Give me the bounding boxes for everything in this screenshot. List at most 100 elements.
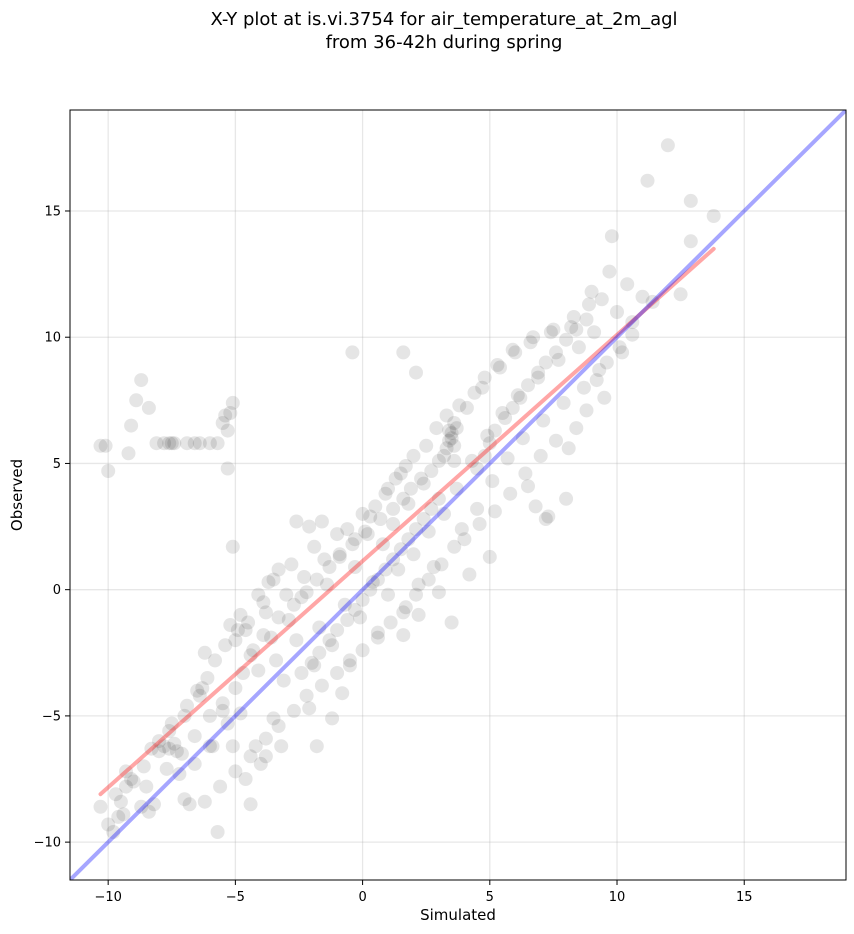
scatter-point: [111, 809, 126, 824]
y-axis-label: Observed: [8, 459, 26, 531]
scatter-point: [225, 539, 240, 554]
scatter-point: [625, 327, 640, 342]
scatter-point: [528, 499, 543, 514]
scatter-point: [602, 264, 617, 279]
scatter-point: [472, 517, 487, 531]
chart-title-line-1: X-Y plot at is.vi.3754 for air_temperatu…: [210, 9, 677, 30]
scatter-point: [447, 539, 462, 554]
scatter-point: [437, 448, 451, 463]
scatter-point: [215, 703, 230, 718]
scatter-point: [126, 774, 141, 789]
scatter-point: [172, 767, 187, 781]
scatter-point: [320, 577, 334, 592]
scatter-point: [454, 522, 469, 537]
fit-lines: [70, 110, 846, 880]
grid: [70, 110, 846, 880]
scatter-point: [256, 595, 271, 610]
scatter-point: [424, 501, 439, 516]
scatter-point: [134, 373, 149, 388]
scatter-point: [398, 600, 413, 615]
scatter-point: [157, 436, 172, 451]
scatter-point: [330, 527, 345, 542]
scatter-point: [541, 509, 556, 524]
scatter-point: [220, 461, 235, 476]
scatter-point: [314, 678, 329, 693]
scatter-point: [513, 390, 528, 405]
scatter-point: [597, 390, 612, 405]
scatter-point: [587, 325, 602, 340]
scatter-point: [470, 461, 485, 476]
scatter-point: [386, 517, 401, 531]
scatter-point: [215, 416, 230, 430]
scatter-point: [515, 431, 530, 446]
scatter-point: [620, 277, 635, 292]
scatter-point: [335, 686, 350, 701]
scatter-point: [536, 413, 551, 428]
scatter-point: [576, 380, 591, 395]
scatter-point: [180, 436, 194, 451]
identity-line: [70, 110, 846, 880]
x-tick-label: −5: [226, 890, 245, 905]
scatter-point: [302, 519, 317, 534]
scatter-point: [174, 746, 189, 761]
y-tick-label: 15: [44, 204, 61, 219]
scatter-point: [444, 431, 459, 446]
scatter-point: [281, 613, 296, 627]
scatter-point: [141, 400, 156, 415]
scatter-point: [284, 557, 299, 572]
scatter-point: [218, 408, 233, 423]
scatter-point: [490, 358, 505, 372]
scatter-point: [569, 421, 584, 436]
scatter-point: [401, 496, 416, 511]
scatter-point: [213, 779, 228, 794]
scatter-point: [164, 716, 179, 731]
axis-ticks: −10 −5 0 5 10 15 −10 −5 0 5 10 15: [34, 204, 753, 905]
scatter-point: [164, 436, 179, 451]
scatter-point: [238, 623, 253, 638]
chart-title-line-2: from 36-42h during spring: [326, 32, 563, 53]
scatter-point: [505, 400, 520, 415]
scatter-point: [192, 436, 207, 451]
scatter-point: [421, 572, 436, 587]
scatter-point: [434, 557, 449, 572]
scatter-point: [391, 562, 406, 577]
scatter-point: [258, 605, 273, 620]
scatter-point: [223, 618, 238, 632]
scatter-point: [467, 385, 482, 400]
scatter-point: [286, 597, 301, 612]
scatter-point: [549, 345, 563, 360]
scatter-point: [241, 615, 256, 630]
scatter-point: [345, 345, 360, 360]
scatter-point: [615, 345, 630, 360]
scatter-point: [526, 330, 541, 345]
scatter-point: [348, 532, 362, 547]
scatter-point: [660, 138, 675, 153]
scatter-point: [431, 491, 446, 506]
scatter-point: [195, 681, 210, 696]
scatter-point: [332, 547, 347, 562]
scatter-point: [365, 575, 380, 590]
scatter-point: [444, 615, 459, 630]
scatter-point: [269, 653, 284, 668]
scatter-point: [409, 365, 423, 380]
scatter-point: [271, 610, 286, 625]
scatter-point: [538, 355, 553, 370]
scatter-point: [124, 418, 139, 433]
scatter-point: [202, 708, 217, 723]
scatter-point: [559, 491, 574, 506]
scatter-point: [396, 628, 411, 643]
scatter-point: [543, 325, 558, 340]
scatter-point: [157, 739, 172, 754]
scatter-point: [236, 666, 250, 680]
scatter-point: [205, 739, 220, 754]
scatter-point: [180, 698, 194, 713]
scatter-point: [551, 352, 566, 367]
scatter-point: [604, 229, 619, 244]
scatter-point: [340, 613, 355, 627]
scatter-point: [594, 292, 609, 307]
scatter-point: [266, 572, 281, 587]
scatter-point: [355, 592, 370, 607]
scatter-point: [312, 620, 327, 635]
scatter-point: [309, 572, 324, 587]
scatter-point: [233, 607, 248, 622]
